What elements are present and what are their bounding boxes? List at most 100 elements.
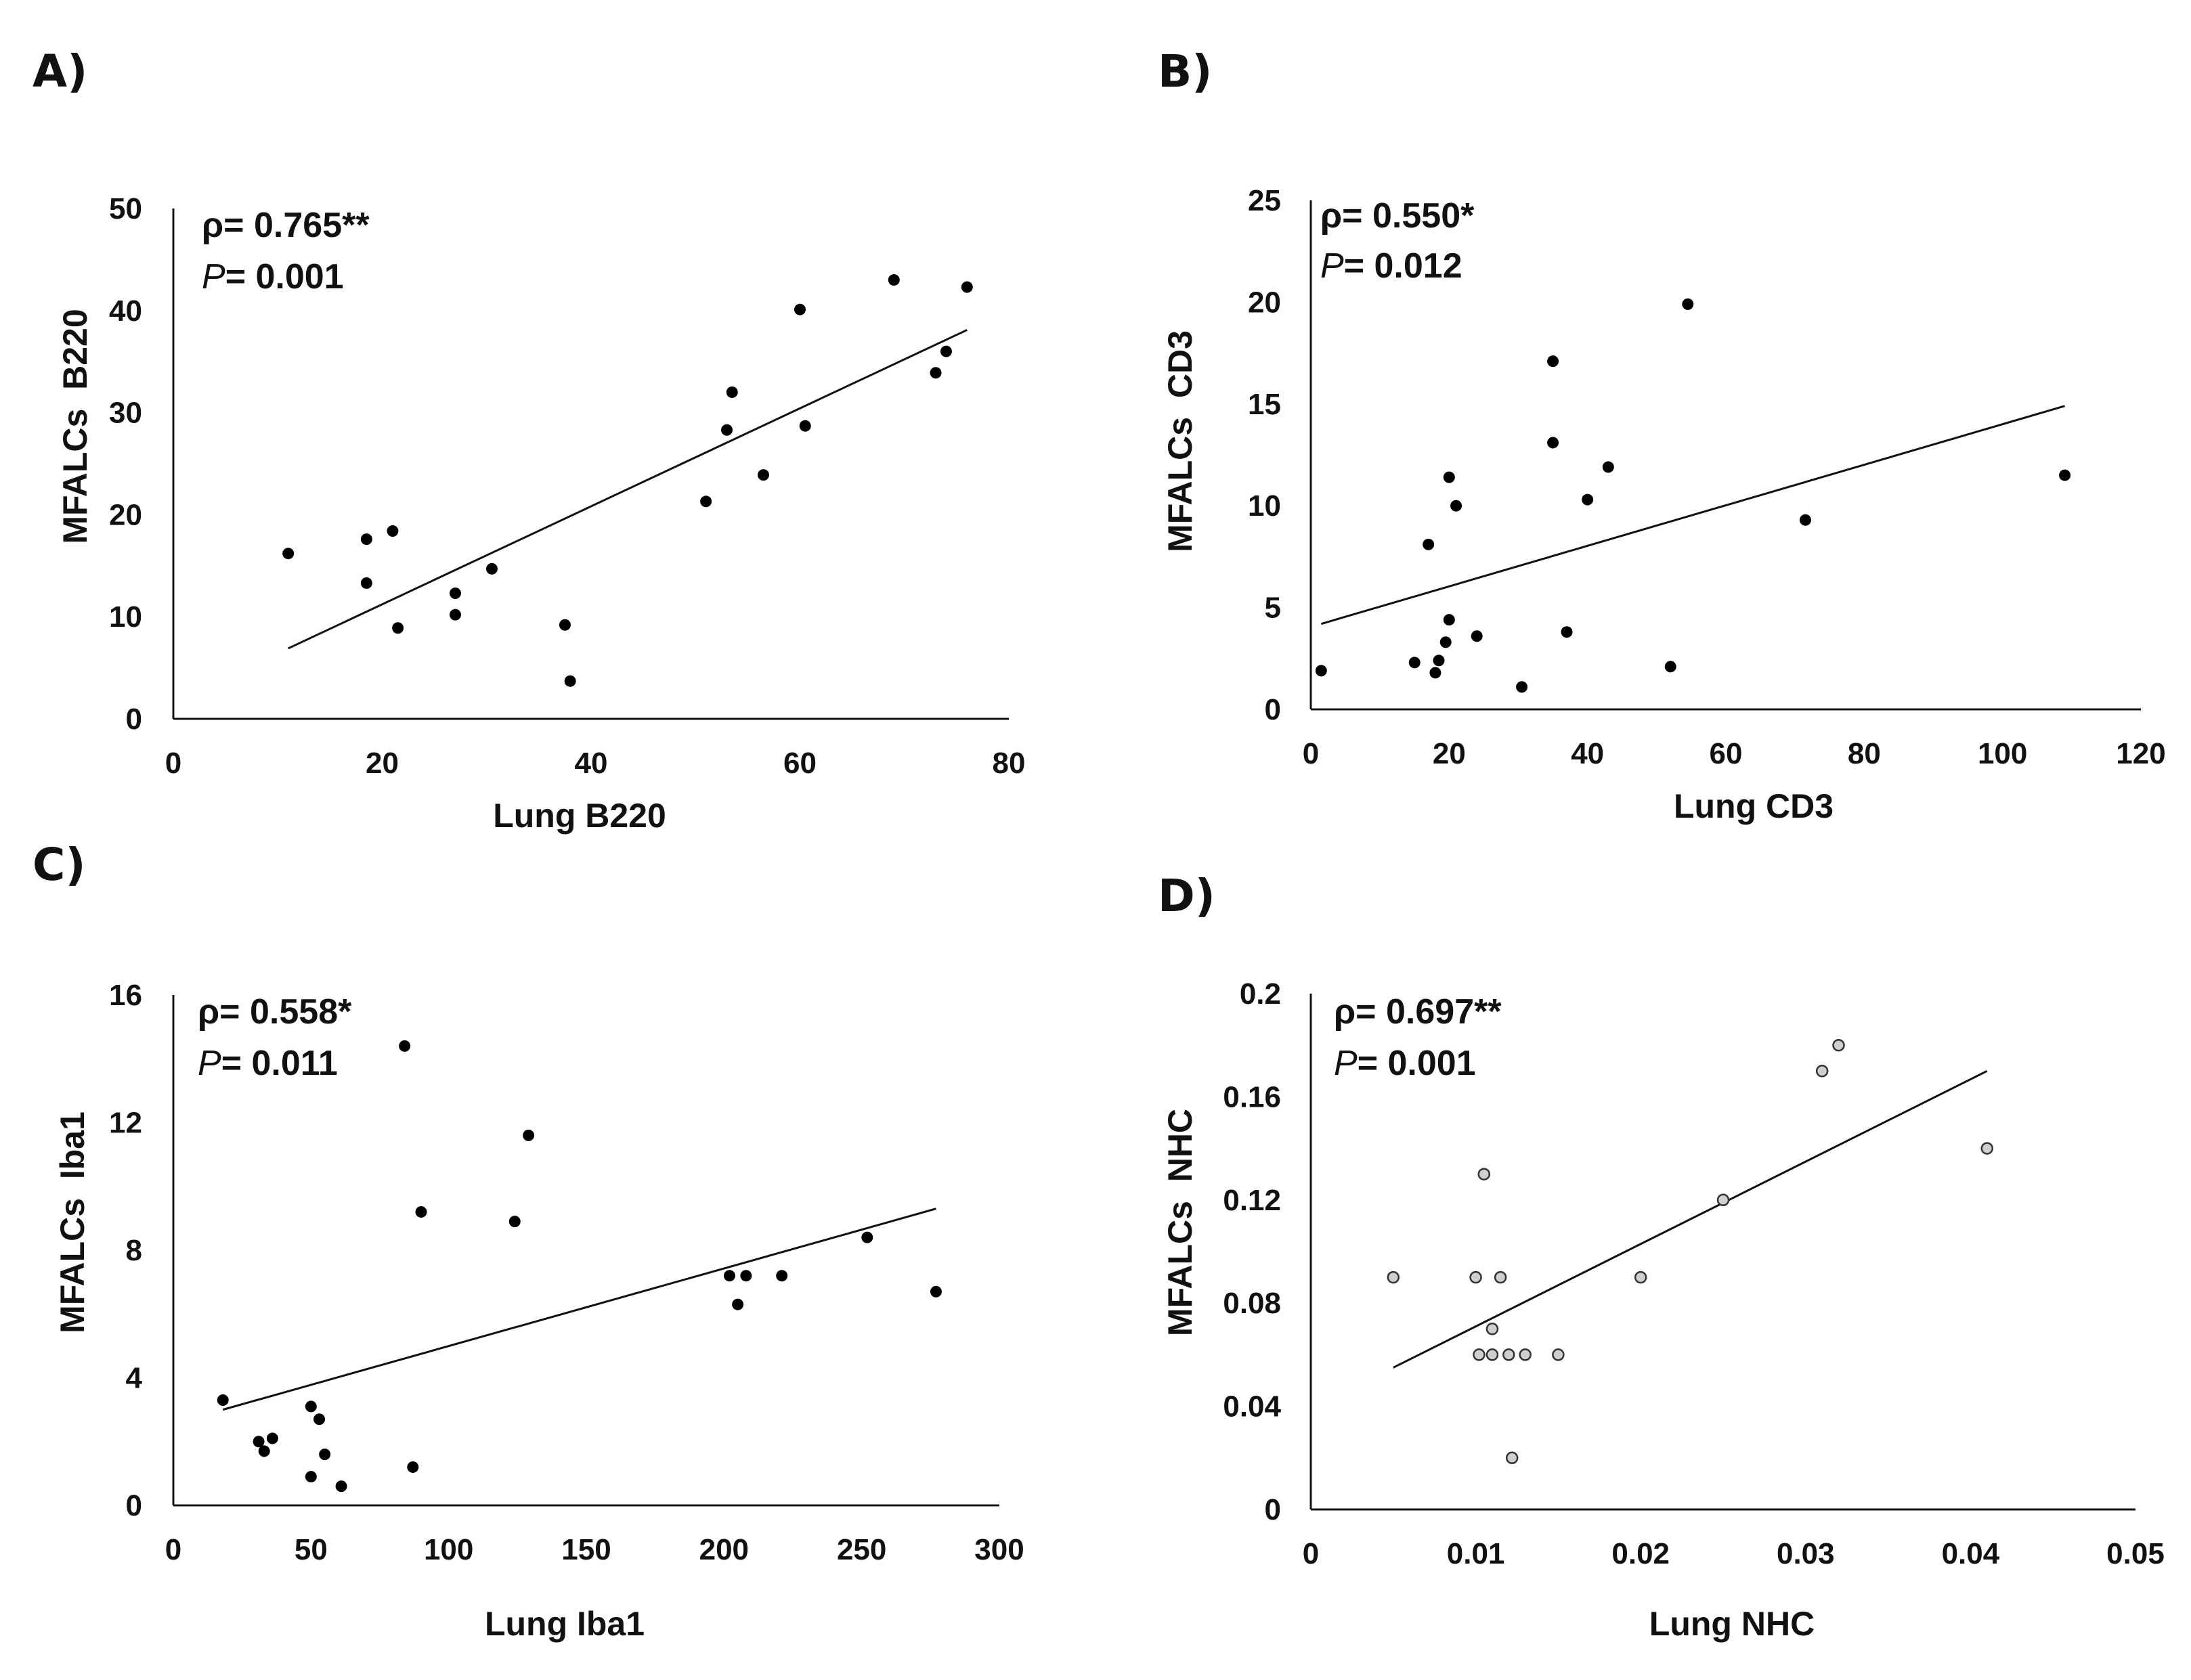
panel-b-x-tick-label: 120 bbox=[2116, 737, 2165, 770]
panel-d-x-tick-label: 0.02 bbox=[1611, 1537, 1670, 1570]
panel-b-data-point bbox=[1561, 626, 1573, 638]
panel-b-y-tick-label: 0 bbox=[1265, 693, 1281, 726]
panel-d-y-tick-label: 0.08 bbox=[1223, 1287, 1281, 1320]
panel-a-y-tick-label: 50 bbox=[109, 192, 142, 225]
panel-a-y-tick-label: 20 bbox=[109, 498, 142, 531]
panel-a-data-point bbox=[392, 622, 404, 634]
panel-a-data-point bbox=[559, 619, 571, 631]
panel-a-y-tick-label: 30 bbox=[109, 397, 142, 430]
panel-d-y-tick-label: 0.04 bbox=[1223, 1390, 1281, 1423]
panel-c-data-point bbox=[508, 1216, 521, 1228]
panel-b-y-tick-label: 15 bbox=[1248, 388, 1281, 421]
panel-b-y-axis-title: MFALCs CD3 bbox=[1161, 330, 1199, 552]
panel-c-data-point bbox=[253, 1436, 265, 1448]
panel-a-y-tick-label: 40 bbox=[109, 294, 142, 328]
panel-a-y-tick-label: 0 bbox=[126, 703, 142, 736]
panel-a-x-tick-label: 0 bbox=[165, 747, 181, 780]
panel-c-rho-label: ρ= 0.558* bbox=[198, 992, 352, 1032]
panel-c-y-tick-label: 16 bbox=[109, 979, 142, 1012]
panel-c-y-tick-label: 8 bbox=[126, 1234, 142, 1267]
panel-b-y-tick-label: 25 bbox=[1248, 184, 1281, 217]
panel-a-x-tick-label: 20 bbox=[366, 747, 399, 780]
panel-c-p-symbol: P bbox=[198, 1044, 221, 1083]
panel-d-y-tick-label: 0.2 bbox=[1240, 977, 1281, 1011]
panel-a-data-point bbox=[799, 420, 811, 432]
panel-c-data-point bbox=[407, 1461, 419, 1473]
panel-b-plot-area: 0 20 40 60 80 100 120 0 5 10 15 20 25 bbox=[1248, 184, 2166, 770]
panel-a-plot-area: 0 20 40 60 80 0 10 20 30 40 50 bbox=[109, 192, 1025, 780]
panel-c-data-point bbox=[930, 1285, 942, 1298]
panel-c-x-tick-label: 50 bbox=[295, 1533, 328, 1566]
panel-c-p-value: = 0.011 bbox=[221, 1044, 338, 1083]
panel-b-data-point bbox=[1682, 298, 1694, 310]
panel-d-letter: D) bbox=[1158, 870, 1215, 922]
panel-b-data-point bbox=[1423, 538, 1435, 550]
panel-c-y-tick-label: 4 bbox=[126, 1362, 143, 1395]
panel-b-x-tick-label: 0 bbox=[1303, 737, 1319, 770]
panel-d-p-value: = 0.001 bbox=[1358, 1044, 1476, 1083]
panel-b-data-point bbox=[1547, 437, 1559, 449]
panel-c-data-point bbox=[415, 1206, 427, 1218]
panel-d-data-point bbox=[1505, 1451, 1519, 1465]
panel-a-data-point bbox=[726, 386, 738, 398]
panel-a: A) 0 20 40 60 80 0 10 20 30 40 50 Lung B220 MFALCs… bbox=[32, 45, 1025, 835]
panel-c-data-point bbox=[305, 1400, 317, 1413]
panel-a-x-tick-label: 60 bbox=[783, 747, 817, 780]
panel-c-data-point bbox=[776, 1270, 788, 1282]
panel-b-y-tick-label: 10 bbox=[1248, 489, 1281, 523]
panel-c-data-point bbox=[319, 1449, 331, 1461]
panel-c-trendline bbox=[222, 1208, 936, 1411]
panel-d-x-tick-label: 0 bbox=[1303, 1537, 1319, 1570]
panel-d-data-point bbox=[1494, 1270, 1507, 1284]
panel-c: C) 0 50 100 150 200 250 300 0 4 8 12 16 Lung Iba1 M… bbox=[32, 839, 1024, 1643]
panel-b-rho-label: ρ= 0.550* bbox=[1320, 196, 1475, 236]
panel-b-data-point bbox=[1443, 614, 1455, 626]
panel-d-data-point bbox=[1485, 1323, 1499, 1335]
panel-d-rho-label: ρ= 0.697** bbox=[1334, 992, 1502, 1032]
panel-c-x-tick-label: 0 bbox=[165, 1533, 181, 1566]
panel-a-data-point bbox=[700, 495, 712, 508]
panel-b-x-tick-label: 100 bbox=[1978, 737, 2027, 770]
panel-a-p-label: P= 0.001 bbox=[202, 257, 344, 296]
panel-c-data-point bbox=[723, 1270, 735, 1282]
panel-c-y-axis-title: MFALCs Iba1 bbox=[53, 1111, 91, 1333]
panel-a-p-symbol: P bbox=[202, 257, 225, 296]
panel-d-data-point bbox=[1980, 1142, 1994, 1155]
panel-c-x-axis-title: Lung Iba1 bbox=[485, 1605, 645, 1643]
panel-c-y-tick-label: 12 bbox=[109, 1107, 142, 1140]
panel-a-data-point bbox=[387, 525, 399, 537]
panel-a-y-tick-label: 10 bbox=[109, 600, 142, 634]
panel-b-data-point bbox=[1799, 514, 1811, 526]
panel-c-data-point bbox=[732, 1298, 744, 1310]
panel-b-data-point bbox=[1408, 657, 1420, 669]
panel-c-data-point bbox=[399, 1040, 411, 1052]
panel-b-data-point bbox=[1315, 665, 1327, 677]
panel-a-y-axis-title: MFALCs B220 bbox=[56, 309, 94, 544]
panel-b-x-tick-label: 80 bbox=[1848, 737, 1881, 770]
panel-d-trendline bbox=[1393, 1069, 1988, 1369]
panel-a-x-tick-label: 40 bbox=[575, 747, 608, 780]
panel-a-x-tick-label: 80 bbox=[993, 747, 1026, 780]
panel-b-data-point bbox=[1433, 655, 1445, 667]
panel-c-y-tick-label: 0 bbox=[126, 1489, 142, 1522]
panel-d-p-label: P= 0.001 bbox=[1334, 1044, 1476, 1083]
panel-c-data-point bbox=[266, 1432, 278, 1444]
panel-c-x-tick-label: 100 bbox=[424, 1533, 473, 1566]
panel-d-data-point bbox=[1716, 1193, 1730, 1207]
panel-d-data-point bbox=[1473, 1348, 1485, 1361]
panel-a-data-point bbox=[360, 577, 372, 589]
panel-d-plot-area: 0 0.01 0.02 0.03 0.04 0.05 0 0.04 0.08 0.12 0.16 0.… bbox=[1223, 977, 2164, 1570]
panel-b-data-point bbox=[2059, 469, 2071, 481]
panel-d-data-point bbox=[1832, 1038, 1845, 1052]
panel-a-data-point bbox=[758, 469, 770, 481]
panel-c-data-point bbox=[861, 1231, 873, 1243]
panel-b-p-label: P= 0.012 bbox=[1320, 246, 1462, 286]
panel-d-x-tick-label: 0.04 bbox=[1942, 1537, 2000, 1570]
panel-b-data-point bbox=[1547, 355, 1559, 368]
panel-a-data-point bbox=[282, 548, 295, 560]
panel-b-x-tick-label: 20 bbox=[1433, 737, 1466, 770]
panel-b-data-point bbox=[1450, 500, 1462, 512]
panel-b-p-value: = 0.012 bbox=[1344, 246, 1462, 286]
panel-a-data-point bbox=[360, 533, 372, 546]
